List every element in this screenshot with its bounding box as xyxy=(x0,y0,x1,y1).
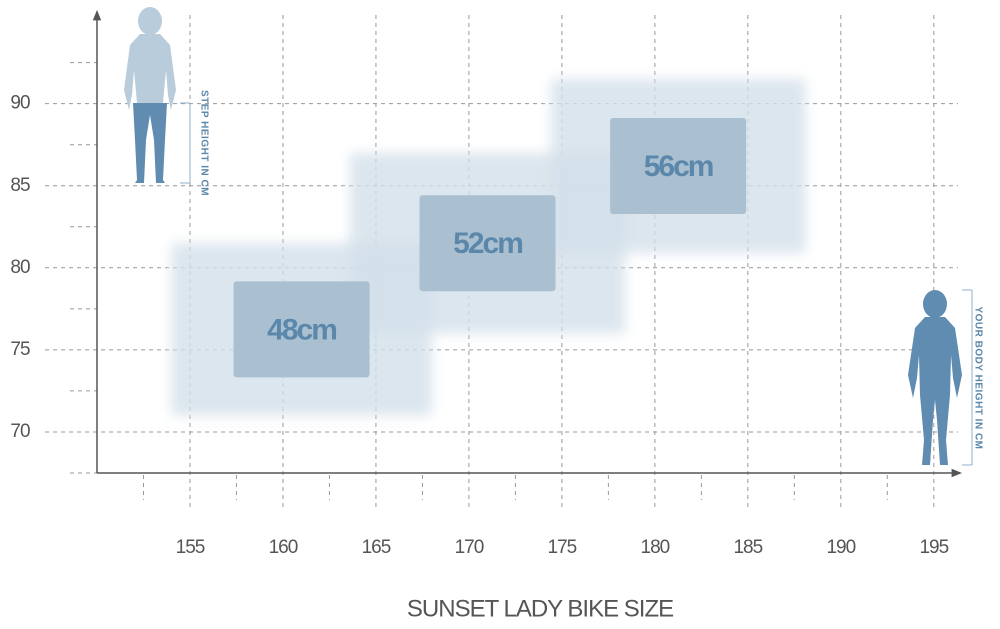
x-axis-label: YOUR BODY HEIGHT IN CM xyxy=(972,306,983,449)
y-tick-label: 90 xyxy=(10,93,30,114)
size-label: 48cm xyxy=(267,313,336,346)
size-label: 52cm xyxy=(453,227,522,260)
x-tick-label: 155 xyxy=(176,537,205,558)
x-tick-label: 180 xyxy=(641,537,670,558)
ticks: 155 160 165 170 175 180 185 190 195 70 75 80 85 90 xyxy=(10,93,949,558)
y-tick-label: 75 xyxy=(10,339,30,360)
figure-body-height: YOUR BODY HEIGHT IN CM xyxy=(908,289,983,466)
y-tick-label: 80 xyxy=(10,257,30,278)
x-tick-label: 160 xyxy=(269,537,298,558)
size-label-box xyxy=(419,195,556,292)
y-axis-label: STEP HEIGHT IN CM xyxy=(198,90,209,196)
chart-title: SUNSET LADY BIKE SIZE xyxy=(407,595,673,622)
x-tick-label: 175 xyxy=(548,537,577,558)
size-label: 56cm xyxy=(644,150,713,183)
figure-step-height: STEP HEIGHT IN CM xyxy=(124,7,209,196)
y-tick-label: 85 xyxy=(10,175,30,196)
size-label-box xyxy=(610,118,747,215)
size-label-box xyxy=(233,281,370,378)
x-tick-label: 170 xyxy=(455,537,484,558)
x-tick-label: 165 xyxy=(362,537,391,558)
x-tick-label: 195 xyxy=(919,537,948,558)
y-tick-label: 70 xyxy=(10,421,30,442)
x-tick-label: 185 xyxy=(733,537,762,558)
x-tick-label: 190 xyxy=(826,537,855,558)
size-boxes: 48cm 52cm 56cm xyxy=(171,79,806,416)
